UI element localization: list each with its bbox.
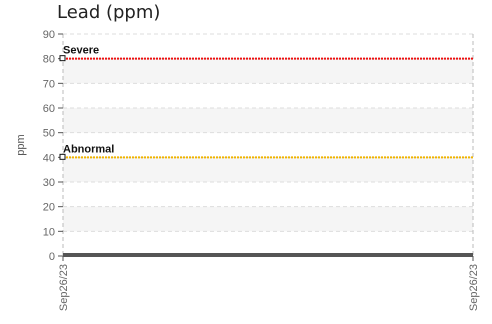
y-tick-label: 90: [43, 29, 55, 41]
x-tick-label: Sep26/23: [58, 264, 70, 311]
reference-marker: [59, 55, 66, 62]
background-band: [63, 157, 473, 182]
y-tick-label: 80: [43, 54, 55, 66]
reference-label-abnormal: Abnormal: [63, 143, 114, 155]
y-tick-label: 0: [49, 251, 55, 263]
background-bands: [63, 58, 473, 232]
chart-title: Lead (ppm): [57, 2, 161, 23]
reference-label-severe: Severe: [63, 45, 99, 57]
y-tick-label: 10: [43, 226, 55, 238]
background-band: [63, 108, 473, 133]
x-axis-ticks: Sep26/23 Sep26/23: [58, 256, 480, 311]
reference-lines: Severe Abnormal: [59, 45, 473, 160]
y-axis-label: ppm: [15, 134, 27, 155]
y-tick-label: 40: [43, 152, 55, 164]
x-tick-label: Sep26/23: [468, 264, 480, 311]
y-tick-label: 50: [43, 128, 55, 140]
background-band: [63, 206, 473, 232]
y-tick-label: 20: [43, 202, 55, 214]
y-tick-label: 60: [43, 103, 55, 115]
background-band: [63, 58, 473, 84]
y-tick-label: 30: [43, 177, 55, 189]
reference-marker: [59, 153, 66, 160]
y-tick-label: 70: [43, 78, 55, 90]
y-axis-ticks: 0 10 20 30 40 50 60 70 80 90: [43, 29, 63, 263]
